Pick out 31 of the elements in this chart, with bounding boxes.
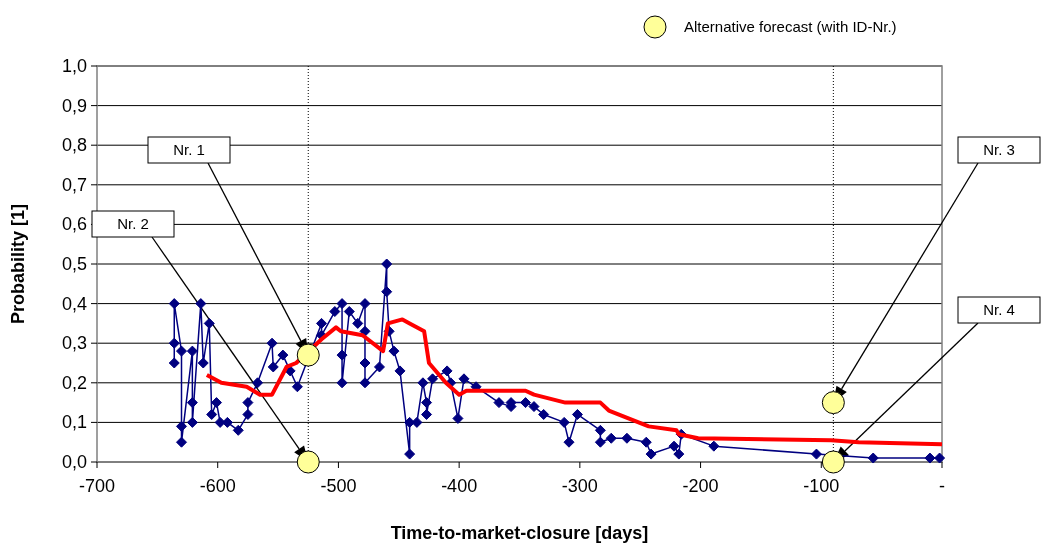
legend-label: Alternative forecast (with ID-Nr.) — [684, 18, 897, 35]
x-axis-title: Time-to-market-closure [days] — [390, 523, 649, 543]
point — [821, 450, 845, 474]
y-tick-label: 0,2 — [61, 372, 87, 393]
text: Nr. 3 — [983, 141, 1015, 158]
y-tick-label: 0,5 — [61, 254, 87, 274]
point — [296, 343, 320, 367]
y-axis-title: Probability [1] — [8, 203, 28, 325]
y-tick-label: 0,7 — [61, 174, 87, 195]
x-tick-label: -700 — [78, 476, 116, 496]
line-series — [204, 317, 944, 447]
x-tick-label: -400 — [441, 476, 478, 496]
point — [821, 391, 845, 415]
annotation: Nr. 1 — [173, 141, 205, 158]
x-tick-label: -200 — [682, 476, 719, 496]
annotation: Nr. 2 — [117, 215, 149, 232]
y-tick-label: 0,6 — [61, 214, 87, 235]
y-tick-label: 0,3 — [61, 333, 87, 354]
y-tick-label: 0,0 — [61, 452, 87, 472]
x-tick-label: -100 — [803, 476, 840, 496]
point — [296, 450, 320, 474]
y-tick-label: 0,1 — [61, 412, 87, 433]
y-tick-label: 0,8 — [61, 135, 87, 156]
y-tick-label: 0,4 — [61, 293, 87, 314]
x-tick-label: -500 — [320, 476, 357, 496]
x-tick-label: -600 — [199, 476, 236, 496]
y-tick-label: 0,9 — [61, 95, 87, 116]
x-tick-label: - — [939, 476, 945, 496]
text: Nr. 4 — [983, 301, 1015, 318]
y-tick-label: 1,0 — [61, 56, 87, 76]
x-tick-label: -300 — [561, 476, 598, 496]
